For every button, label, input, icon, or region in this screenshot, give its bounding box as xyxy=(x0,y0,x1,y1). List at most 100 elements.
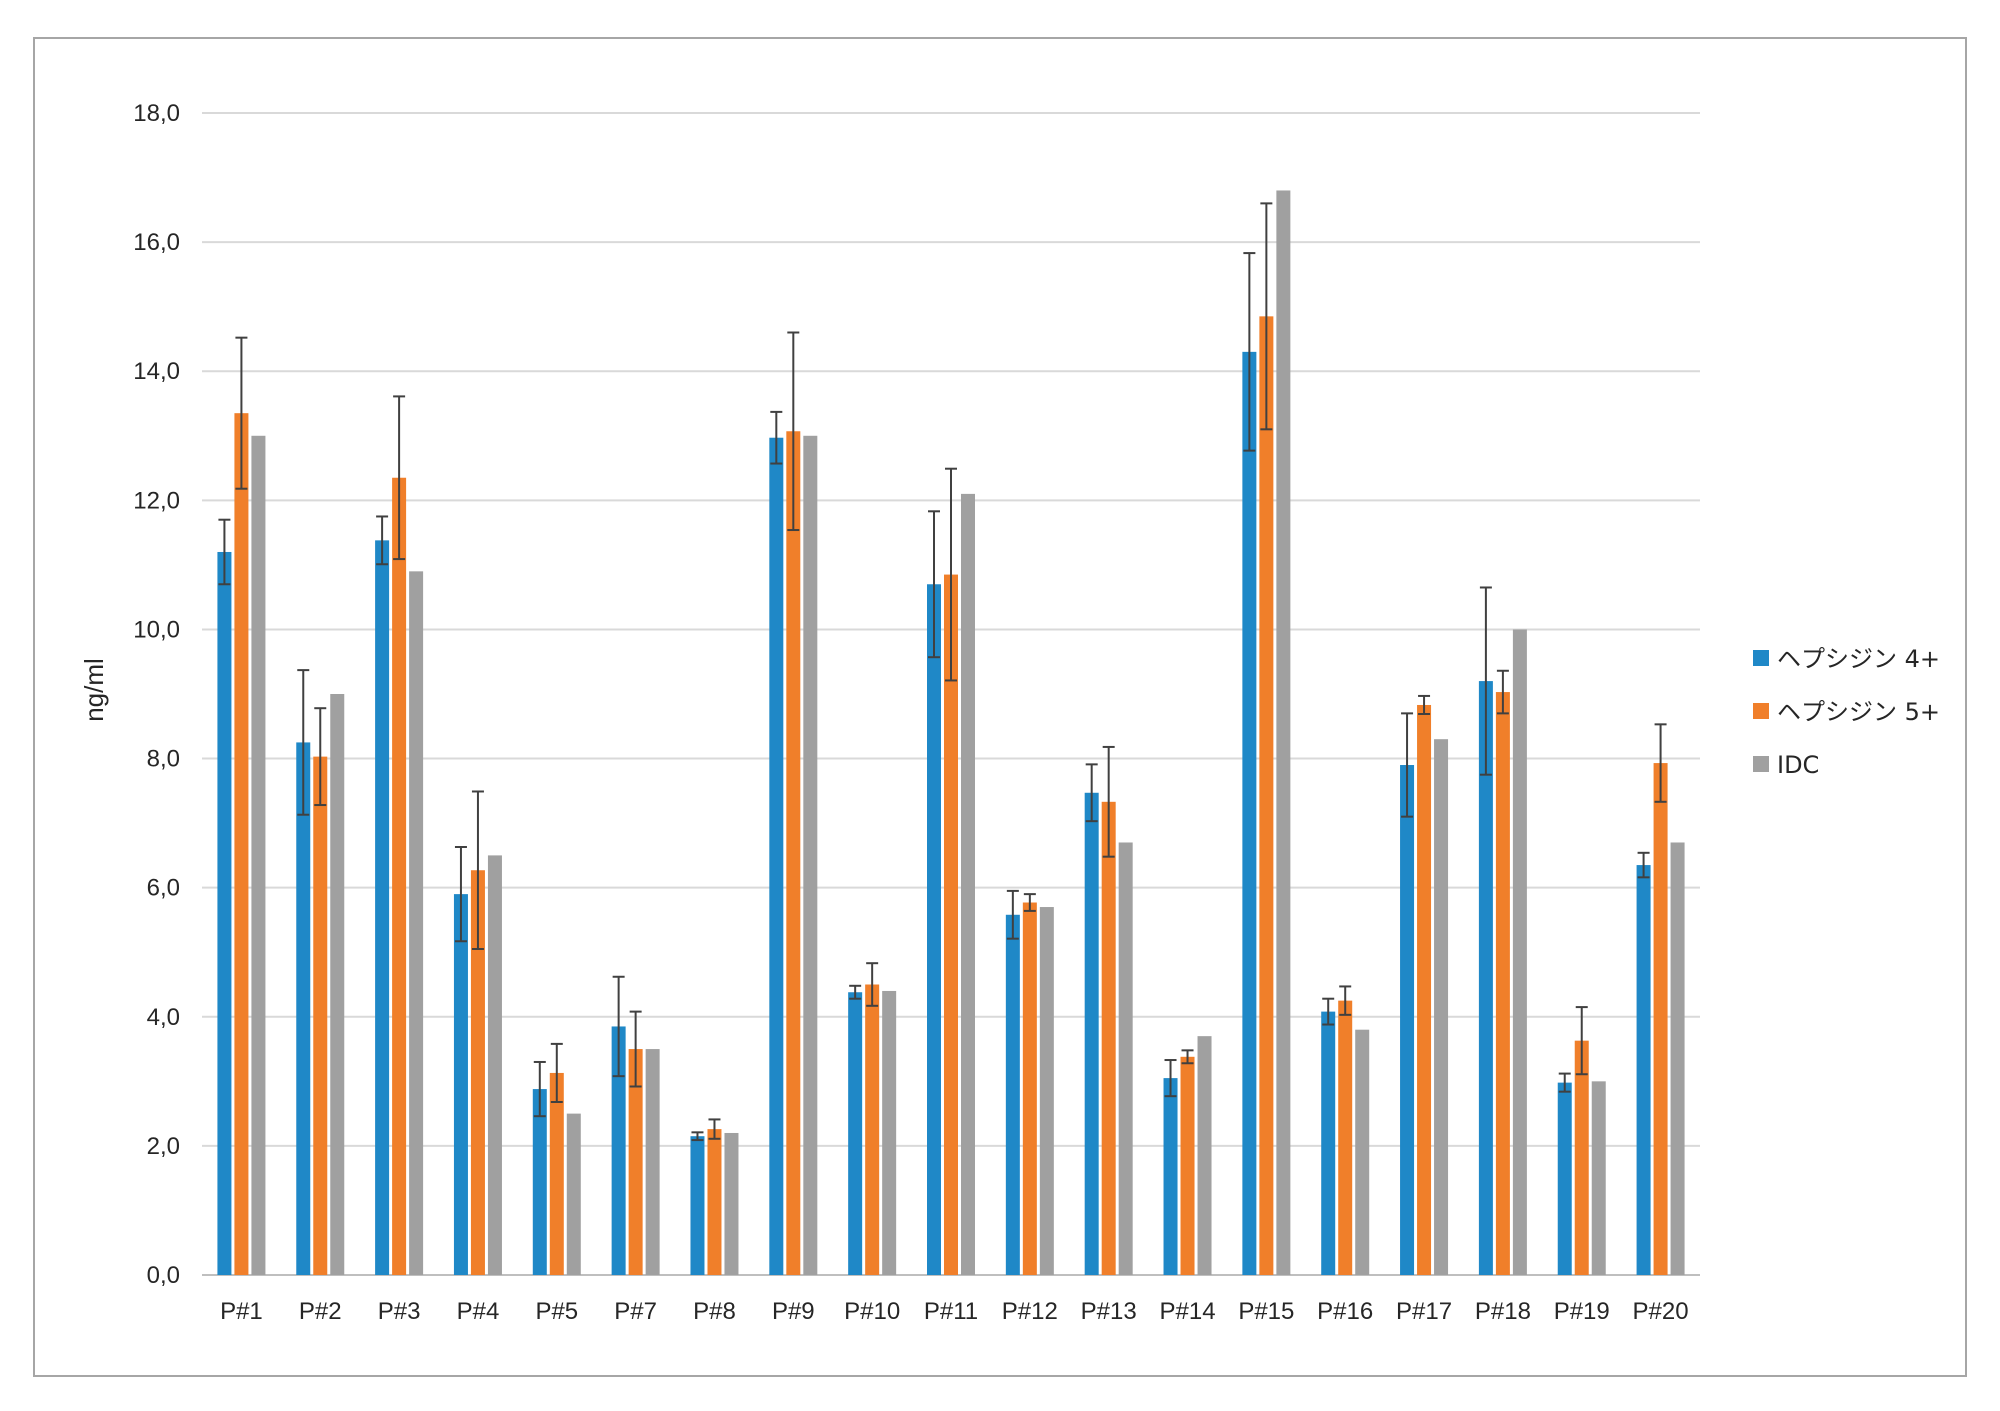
error-bar-P2-series-1 xyxy=(297,669,310,816)
bar-P20-series-1 xyxy=(1636,865,1651,1275)
x-tick-label: P#4 xyxy=(457,1298,500,1325)
legend-label: IDC xyxy=(1777,751,1819,779)
error-bar-P12-series-1 xyxy=(1006,889,1019,940)
bar-P13-series-1 xyxy=(1084,792,1099,1275)
error-bar-P18-series-2 xyxy=(1496,669,1509,715)
bar-P14-series-3 xyxy=(1197,1036,1212,1275)
bar-P4-series-1 xyxy=(453,894,468,1275)
y-tick-label: 12,0 xyxy=(133,487,180,514)
bar-P1-series-1 xyxy=(217,551,232,1275)
legend-swatch xyxy=(1753,703,1769,719)
gridlines xyxy=(202,112,1700,1276)
error-bar-P2-series-2 xyxy=(314,707,327,807)
x-tick-label: P#2 xyxy=(299,1298,342,1325)
error-bar-P15-series-2 xyxy=(1260,202,1273,431)
bar-P17-series-2 xyxy=(1417,704,1432,1275)
error-bar-P11-series-1 xyxy=(928,510,940,659)
error-bar-P1-series-1 xyxy=(218,518,231,586)
y-tick-label: 16,0 xyxy=(133,229,180,256)
bar-P3-series-2 xyxy=(392,477,407,1275)
bar-P15-series-2 xyxy=(1259,316,1274,1276)
error-bar-P19-series-1 xyxy=(1558,1072,1571,1093)
legend-item-3: IDC xyxy=(1753,751,1819,779)
legend-label: ヘプシジン 4+ xyxy=(1777,645,1940,673)
x-tick-label: P#12 xyxy=(1002,1298,1058,1325)
y-tick-label: 14,0 xyxy=(133,358,180,385)
legend-item-2: ヘプシジン 5+ xyxy=(1753,698,1940,726)
bar-P8-series-2 xyxy=(707,1129,722,1275)
bar-P2-series-2 xyxy=(313,756,328,1275)
error-bar-P9-series-2 xyxy=(787,331,800,532)
legend-swatch xyxy=(1753,650,1769,666)
x-tick-label: P#1 xyxy=(220,1298,263,1325)
error-bar-P7-series-1 xyxy=(612,975,625,1078)
bar-P5-series-3 xyxy=(566,1113,581,1275)
bar-P3-series-1 xyxy=(375,540,390,1275)
legend-label: ヘプシジン 5+ xyxy=(1777,698,1940,726)
error-bar-P12-series-2 xyxy=(1023,893,1036,912)
legend-item-1: ヘプシジン 4+ xyxy=(1753,645,1940,673)
x-tick-label: P#15 xyxy=(1238,1298,1294,1325)
bar-P10-series-2 xyxy=(865,984,880,1275)
bar-P5-series-1 xyxy=(532,1089,547,1275)
y-axis-ticks: 0,0 2,0 4,0 6,0 8,0 10,0 12,0 14,0 16,0 18,0 xyxy=(133,100,180,1289)
bar-P12-series-1 xyxy=(1005,914,1020,1275)
bar-P17-series-3 xyxy=(1434,739,1449,1275)
y-tick-label: 4,0 xyxy=(147,1004,180,1031)
bar-P10-series-3 xyxy=(882,990,897,1275)
error-bar-P19-series-2 xyxy=(1575,1006,1588,1076)
x-tick-label: P#19 xyxy=(1554,1298,1610,1325)
bars xyxy=(217,190,1685,1276)
error-bar-P10-series-2 xyxy=(866,962,879,1007)
error-bar-P17-series-2 xyxy=(1418,694,1431,716)
bar-P11-series-1 xyxy=(927,584,941,1275)
x-tick-label: P#9 xyxy=(772,1298,815,1325)
error-bar-P14-series-1 xyxy=(1164,1059,1177,1098)
error-bar-P5-series-2 xyxy=(550,1042,563,1103)
bar-P7-series-1 xyxy=(611,1026,626,1275)
bar-P18-series-1 xyxy=(1478,681,1493,1275)
error-bar-P20-series-1 xyxy=(1637,851,1650,879)
y-tick-label: 18,0 xyxy=(133,100,180,127)
y-tick-label: 6,0 xyxy=(147,875,180,902)
error-bar-P4-series-1 xyxy=(454,845,467,943)
bar-P4-series-2 xyxy=(470,870,485,1275)
y-axis-title: ng/ml xyxy=(79,658,109,722)
bar-P1-series-2 xyxy=(234,413,249,1275)
bar-P7-series-2 xyxy=(628,1049,643,1275)
y-tick-label: 0,0 xyxy=(147,1262,180,1289)
y-tick-label: 8,0 xyxy=(147,746,180,773)
bar-P3-series-3 xyxy=(409,571,424,1275)
error-bar-P16-series-1 xyxy=(1322,997,1335,1026)
x-tick-label: P#11 xyxy=(924,1298,978,1325)
x-tick-label: P#13 xyxy=(1081,1298,1137,1325)
bar-P13-series-3 xyxy=(1118,842,1133,1275)
bar-P16-series-1 xyxy=(1321,1011,1336,1275)
error-bar-P15-series-1 xyxy=(1243,252,1256,452)
x-tick-label: P#8 xyxy=(693,1298,736,1325)
x-tick-label: P#16 xyxy=(1317,1298,1373,1325)
bar-P19-series-3 xyxy=(1591,1081,1606,1275)
error-bar-P20-series-2 xyxy=(1654,723,1667,803)
x-tick-label: P#14 xyxy=(1159,1298,1215,1325)
error-bar-P13-series-1 xyxy=(1085,763,1098,823)
error-bar-P3-series-1 xyxy=(376,515,389,566)
bar-P15-series-3 xyxy=(1276,190,1291,1275)
bar-P12-series-2 xyxy=(1022,902,1037,1275)
bar-P1-series-3 xyxy=(251,435,266,1275)
error-bars xyxy=(218,202,1667,1142)
error-bar-P14-series-2 xyxy=(1181,1049,1194,1065)
x-tick-label: P#20 xyxy=(1633,1298,1689,1325)
bar-P2-series-3 xyxy=(330,694,345,1275)
bar-P20-series-2 xyxy=(1653,763,1668,1275)
bar-P16-series-2 xyxy=(1338,1000,1353,1275)
error-bar-P3-series-2 xyxy=(393,395,406,561)
error-bar-P8-series-2 xyxy=(708,1118,721,1140)
bar-P4-series-3 xyxy=(487,855,502,1275)
bar-P9-series-1 xyxy=(769,437,784,1275)
bar-P20-series-3 xyxy=(1670,842,1685,1275)
bar-P16-series-3 xyxy=(1355,1029,1370,1275)
x-tick-label: P#17 xyxy=(1396,1298,1452,1325)
error-bar-P17-series-1 xyxy=(1401,712,1414,818)
error-bar-P16-series-2 xyxy=(1339,985,1352,1016)
